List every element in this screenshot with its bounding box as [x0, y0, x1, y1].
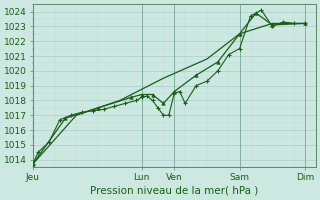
X-axis label: Pression niveau de la mer( hPa ): Pression niveau de la mer( hPa )	[90, 186, 259, 196]
